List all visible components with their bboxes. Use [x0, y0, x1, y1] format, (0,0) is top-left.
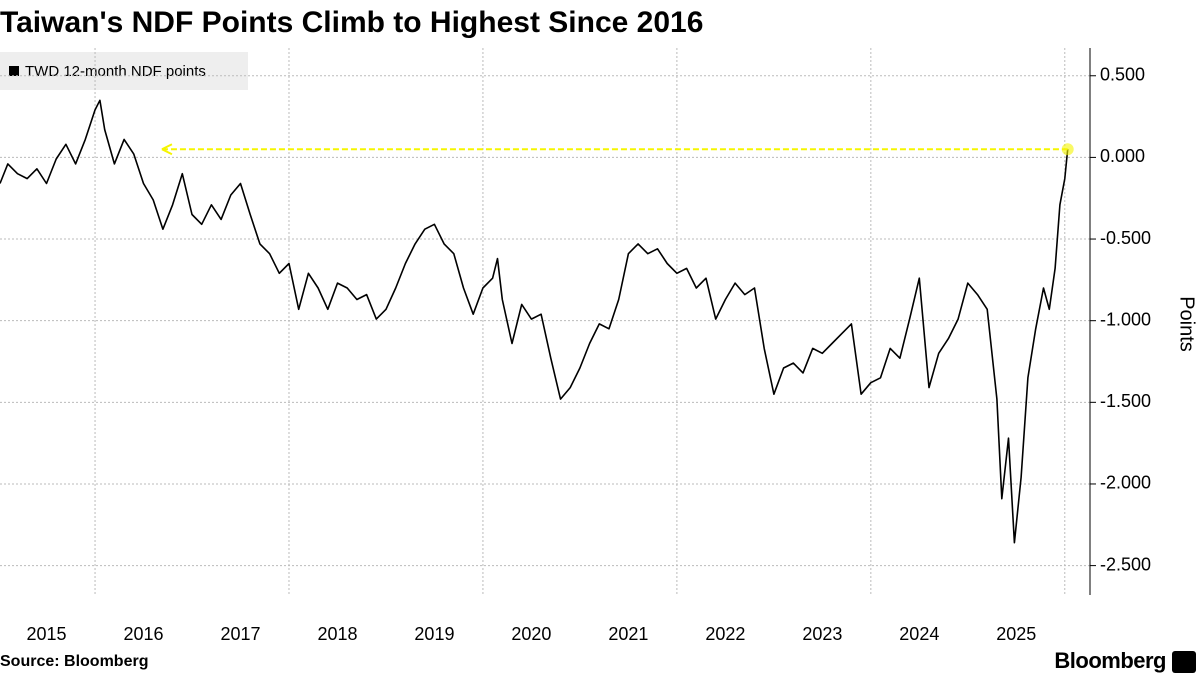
x-tick-label: 2017 — [220, 624, 260, 644]
legend-box — [0, 52, 248, 90]
y-tick-label: -0.500 — [1100, 228, 1151, 248]
source: Source: Bloomberg — [0, 653, 148, 670]
brand-icon — [1172, 651, 1196, 673]
y-axis-label: Points — [1176, 296, 1198, 352]
legend-label: TWD 12-month NDF points — [25, 63, 206, 80]
x-tick-label: 2024 — [899, 624, 939, 644]
y-tick-label: 0.000 — [1100, 146, 1145, 166]
x-tick-label: 2018 — [317, 624, 357, 644]
reference-arrow — [161, 143, 173, 156]
y-tick-label: 0.500 — [1100, 65, 1145, 85]
brand: Bloomberg — [1054, 648, 1166, 673]
y-tick-label: -1.000 — [1100, 309, 1151, 329]
chart-title: Taiwan's NDF Points Climb to Highest Sin… — [0, 6, 703, 39]
reference-dot — [1061, 143, 1074, 156]
legend-swatch — [9, 66, 19, 76]
x-tick-label: 2015 — [27, 624, 67, 644]
x-tick-label: 2023 — [802, 624, 842, 644]
x-tick-label: 2021 — [608, 624, 648, 644]
x-tick-label: 2016 — [123, 624, 163, 644]
x-tick-label: 2022 — [705, 624, 745, 644]
y-tick-label: -2.500 — [1100, 554, 1151, 574]
x-tick-label: 2025 — [996, 624, 1036, 644]
legend: TWD 12-month NDF points — [0, 52, 248, 90]
x-tick-label: 2019 — [414, 624, 454, 644]
x-tick-label: 2020 — [511, 624, 551, 644]
y-tick-label: -2.000 — [1100, 473, 1151, 493]
y-tick-label: -1.500 — [1100, 391, 1151, 411]
series-line — [0, 99, 1069, 544]
